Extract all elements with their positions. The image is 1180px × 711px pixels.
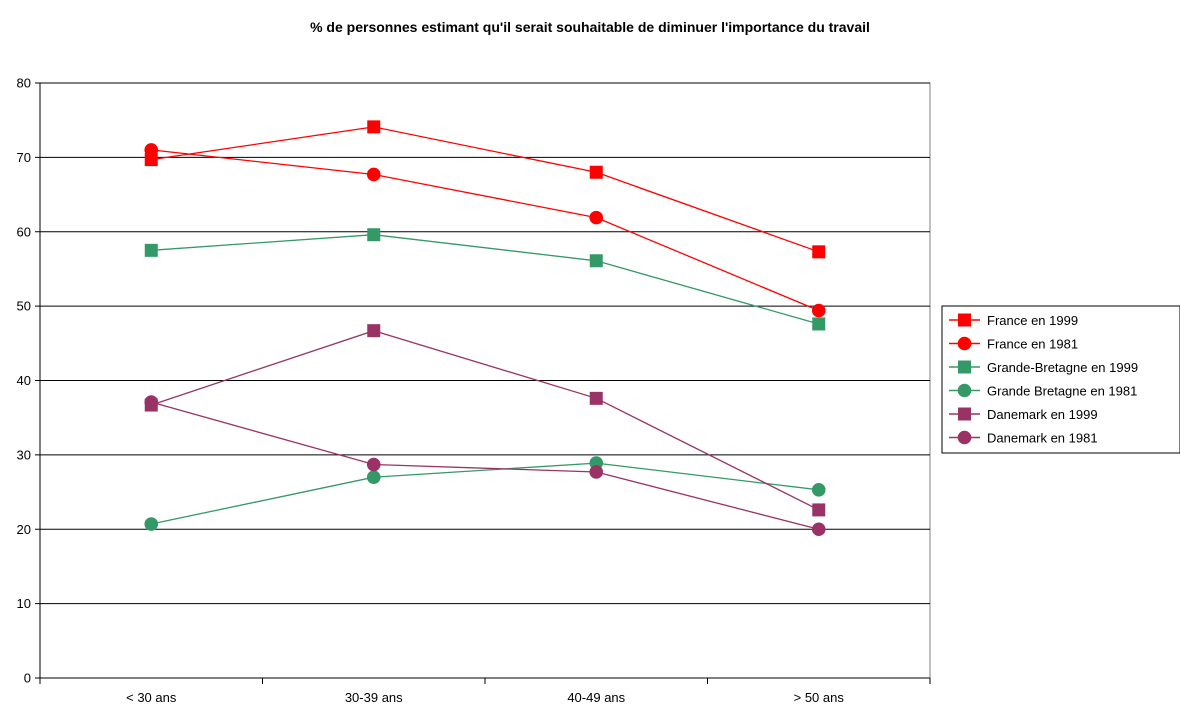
legend-entry: Danemark en 1999 [949, 407, 1098, 422]
data-point [144, 243, 158, 257]
data-point [144, 395, 159, 409]
legend-label: Grande Bretagne en 1981 [987, 384, 1137, 399]
series-5 [144, 395, 826, 537]
series-3 [144, 456, 826, 531]
data-point [589, 465, 604, 479]
series-4 [144, 324, 826, 517]
legend-marker [958, 407, 971, 421]
legend-marker [957, 336, 972, 351]
legend-marker [958, 360, 971, 374]
legend-marker [957, 383, 972, 398]
legend-box [941, 305, 1180, 454]
legend-entry: Grande Bretagne en 1981 [949, 384, 1137, 399]
data-point [367, 324, 381, 338]
grid-lines [39, 82, 931, 679]
data-point [144, 517, 159, 531]
y-tick-label: 80 [17, 76, 31, 91]
y-tick-label: 40 [17, 373, 31, 388]
data-point [811, 303, 826, 318]
series-line [151, 234, 819, 325]
data-point [144, 143, 159, 157]
y-tick-label: 70 [17, 150, 31, 165]
legend: France en 1999 France en 1981 Grande-Breta… [941, 305, 1180, 454]
series-line [151, 126, 820, 253]
y-tick-label: 20 [17, 522, 31, 537]
y-tick-label: 10 [17, 596, 31, 611]
x-tick-label: > 50 ans [794, 690, 845, 705]
y-tick-label: 60 [17, 224, 31, 239]
data-point [812, 503, 826, 517]
series-layer [144, 120, 826, 537]
legend-marker [958, 313, 971, 327]
data-point [812, 245, 826, 259]
data-point [589, 391, 603, 405]
data-point [144, 153, 158, 167]
series-1 [144, 143, 826, 318]
series-line [151, 462, 819, 525]
series-2 [144, 228, 826, 331]
legend-entry: Grande-Bretagne en 1999 [949, 360, 1138, 375]
legend-entry: France en 1999 [949, 313, 1078, 328]
legend-entry: Danemark en 1981 [949, 431, 1098, 446]
x-tick-label: < 30 ans [126, 690, 177, 705]
data-point [811, 483, 826, 497]
legend-label: France en 1999 [987, 313, 1078, 328]
x-tick-label: 40-49 ans [567, 690, 625, 705]
y-tick-label: 50 [17, 299, 31, 314]
legend-marker [957, 430, 972, 445]
data-point [366, 167, 381, 182]
legend-label: France en 1981 [987, 337, 1078, 352]
series-line [151, 149, 820, 312]
data-point [589, 254, 603, 268]
series-line [151, 330, 820, 511]
y-tick-label: 30 [17, 447, 31, 462]
data-point [367, 120, 381, 134]
data-point [366, 470, 381, 484]
x-tick-label: 30-39 ans [345, 690, 403, 705]
legend-label: Danemark en 1981 [987, 431, 1098, 446]
series-line [151, 401, 819, 530]
series-0 [144, 120, 826, 259]
legend-entry: France en 1981 [949, 337, 1078, 352]
legend-label: Danemark en 1999 [987, 407, 1098, 422]
legend-label: Grande-Bretagne en 1999 [987, 360, 1138, 375]
data-point [812, 317, 826, 331]
data-point [811, 522, 826, 537]
y-tick-label: 0 [24, 671, 31, 686]
chart-title: % de personnes estimant qu'il serait sou… [310, 19, 870, 35]
axes: 0 10 20 30 40 50 60 70 80 < 30 ans 30-39 ans 40-49 … [17, 76, 931, 705]
data-point [589, 165, 603, 179]
data-point [367, 228, 381, 242]
data-point [366, 457, 381, 472]
data-point [589, 210, 604, 225]
